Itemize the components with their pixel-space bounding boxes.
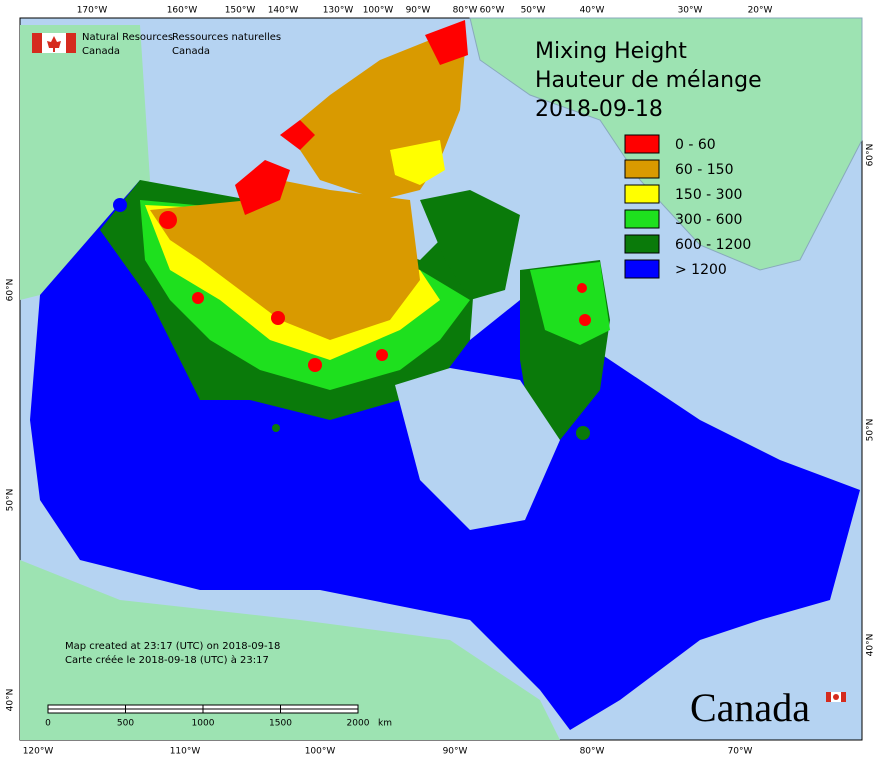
lat-label: 60°N: [6, 279, 16, 302]
low-spot: [577, 283, 587, 293]
low-spot: [376, 349, 388, 361]
lon-label: 30°W: [678, 6, 703, 16]
org-name: Ressources naturelles: [172, 32, 281, 43]
wordmark: Canada: [690, 685, 810, 730]
lon-label: 90°W: [406, 6, 431, 16]
lat-label: 40°N: [6, 689, 16, 712]
zone-0c: [280, 120, 315, 150]
zone-0b: [235, 160, 290, 215]
flag-leaf: [47, 36, 61, 52]
lon-label: 40°W: [580, 6, 605, 16]
legend-label: > 1200: [675, 262, 727, 278]
low-spot: [271, 311, 285, 325]
lon-label: 150°W: [225, 6, 256, 16]
hudson-bay: [395, 368, 560, 530]
legend-label: 60 - 150: [675, 162, 734, 178]
scale-label: 500: [117, 719, 134, 729]
map-note: Carte créée le 2018-09-18 (UTC) à 23:17: [65, 654, 269, 666]
lon-label: 140°W: [268, 6, 299, 16]
zone-300-ungava: [530, 262, 610, 345]
lon-label: 80°W: [453, 6, 478, 16]
org-name: Canada: [82, 46, 120, 57]
flag-left: [32, 33, 42, 53]
lon-label: 170°W: [77, 6, 108, 16]
legend-label: 0 - 60: [675, 137, 716, 153]
lon-label: 90°W: [443, 747, 468, 757]
flag-right: [66, 33, 76, 53]
spot: [272, 424, 280, 432]
map-title: Mixing Height: [535, 39, 687, 64]
spot: [113, 198, 127, 212]
lon-label: 160°W: [167, 6, 198, 16]
legend-swatch: [624, 159, 660, 179]
legend-label: 600 - 1200: [675, 237, 751, 253]
scale-unit: km: [378, 719, 392, 729]
lon-label: 60°W: [480, 6, 505, 16]
lon-label: 120°W: [23, 747, 54, 757]
spot: [576, 426, 590, 440]
zone-60: [150, 180, 420, 340]
legend-label: 300 - 600: [675, 212, 742, 228]
scale-label: 1000: [192, 719, 215, 729]
lon-label: 70°W: [728, 747, 753, 757]
zone-150-baffin: [390, 140, 445, 185]
scale-label: 2000: [347, 719, 370, 729]
wordmark-leaf: [833, 694, 839, 700]
lat-label: 50°N: [866, 419, 876, 442]
lon-label: 80°W: [580, 747, 605, 757]
scale-label: 0: [45, 719, 51, 729]
usa-land: [20, 560, 560, 740]
org-name: Natural Resources: [82, 32, 173, 43]
lon-label: 110°W: [170, 747, 201, 757]
legend-swatch: [624, 184, 660, 204]
low-spot: [308, 358, 322, 372]
alaska-land: [20, 25, 150, 300]
lat-label: 60°N: [866, 144, 876, 167]
map-note: Map created at 23:17 (UTC) on 2018-09-18: [65, 641, 280, 652]
map-shapes: [20, 17, 863, 740]
zone-0a: [425, 20, 468, 65]
map-title: 2018-09-18: [535, 97, 663, 122]
low-spot: [159, 211, 177, 229]
baffin-green: [420, 190, 520, 300]
low-spot: [192, 292, 204, 304]
lat-label: 50°N: [6, 489, 16, 512]
org-name: Canada: [172, 46, 210, 57]
lon-label: 20°W: [748, 6, 773, 16]
lon-label: 50°W: [521, 6, 546, 16]
legend-swatch: [624, 259, 660, 279]
lat-label: 40°N: [866, 634, 876, 657]
lon-label: 100°W: [305, 747, 336, 757]
low-spot: [579, 314, 591, 326]
lon-label: 130°W: [323, 6, 354, 16]
lon-label: 100°W: [363, 6, 394, 16]
legend-label: 150 - 300: [675, 187, 742, 203]
greenland: [469, 17, 863, 271]
scale-label: 1500: [269, 719, 292, 729]
legend-swatch: [624, 134, 660, 154]
legend-swatch: [624, 209, 660, 229]
map-title: Hauteur de mélange: [535, 68, 762, 93]
map-labels: Natural Resources Canada Ressources nature…: [6, 6, 876, 757]
legend-swatch: [624, 234, 660, 254]
